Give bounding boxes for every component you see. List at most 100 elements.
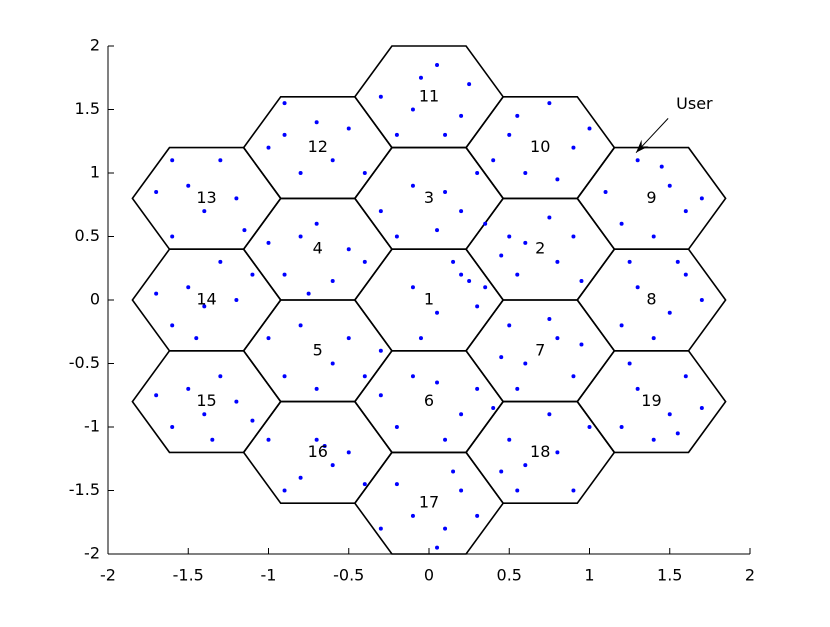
user-point <box>507 437 512 442</box>
user-point <box>378 209 383 214</box>
user-point <box>202 304 207 309</box>
user-point <box>507 323 512 328</box>
user-point <box>515 386 520 391</box>
user-point <box>410 374 415 379</box>
user-point <box>571 488 576 493</box>
user-point <box>410 183 415 188</box>
x-tick-label: 2 <box>745 566 755 585</box>
user-point <box>443 437 448 442</box>
cell-label: 15 <box>196 391 216 410</box>
user-point <box>435 545 440 550</box>
user-point <box>186 285 191 290</box>
user-point <box>378 526 383 531</box>
user-point <box>282 488 287 493</box>
cell-label: 1 <box>424 290 434 309</box>
user-point <box>218 374 223 379</box>
user-point <box>523 240 528 245</box>
cell-label: 10 <box>530 137 550 156</box>
user-point <box>330 278 335 283</box>
user-point <box>170 323 175 328</box>
user-point <box>282 374 287 379</box>
user-point <box>667 183 672 188</box>
user-point <box>346 450 351 455</box>
user-point <box>459 272 464 277</box>
user-point <box>443 526 448 531</box>
user-point <box>491 405 496 410</box>
user-point <box>635 158 640 163</box>
cell-label: 13 <box>196 188 216 207</box>
user-point <box>635 285 640 290</box>
user-point <box>619 323 624 328</box>
user-point <box>410 107 415 112</box>
x-tick-label: 0 <box>424 566 434 585</box>
user-point <box>667 310 672 315</box>
user-point <box>459 209 464 214</box>
user-point <box>683 209 688 214</box>
user-point <box>378 94 383 99</box>
y-tick-label: 1 <box>90 163 100 182</box>
user-point <box>394 425 399 429</box>
user-point <box>170 425 175 429</box>
arrow-head <box>636 139 649 153</box>
user-point <box>346 336 351 341</box>
user-point <box>314 120 319 125</box>
cell-label: 8 <box>646 290 656 309</box>
user-point <box>467 82 472 87</box>
user-point <box>627 259 632 264</box>
user-point <box>210 437 215 442</box>
cell-label: 16 <box>308 442 328 461</box>
user-point <box>362 374 367 379</box>
user-point <box>250 418 255 423</box>
y-tick-label: 0.5 <box>75 226 100 245</box>
user-point <box>507 234 512 239</box>
user-point <box>346 247 351 252</box>
user-point <box>507 132 512 137</box>
y-tick-label: -0.5 <box>69 353 100 372</box>
user-point <box>499 253 504 258</box>
user-point <box>186 183 191 188</box>
user-point <box>499 469 504 474</box>
user-point <box>515 272 520 277</box>
user-point <box>330 463 335 468</box>
x-tick-label: 1.5 <box>657 566 682 585</box>
user-point <box>571 374 576 379</box>
user-point <box>587 425 592 429</box>
user-point <box>699 196 704 201</box>
user-point <box>459 488 464 493</box>
user-point <box>523 463 528 468</box>
user-point <box>467 278 472 283</box>
x-tick-label: 0.5 <box>497 566 522 585</box>
cell-label: 9 <box>646 188 656 207</box>
user-point <box>410 285 415 290</box>
user-point <box>435 63 440 68</box>
user-point <box>699 405 704 410</box>
user-point <box>154 291 159 296</box>
user-point <box>218 158 223 163</box>
user-point <box>418 75 423 80</box>
user-point <box>418 336 423 341</box>
user-point <box>282 101 287 106</box>
user-point <box>186 386 191 391</box>
cell-label: 18 <box>530 442 550 461</box>
user-point <box>459 412 464 417</box>
user-point <box>266 240 271 245</box>
cell-label: 19 <box>641 391 661 410</box>
user-point <box>282 132 287 137</box>
y-tick-label: 2 <box>90 36 100 55</box>
user-point <box>378 348 383 353</box>
y-tick-label: -1 <box>84 417 100 436</box>
user-point <box>555 177 560 182</box>
user-point <box>330 361 335 366</box>
user-point <box>627 361 632 366</box>
user-point <box>547 101 552 106</box>
user-point <box>202 209 207 214</box>
user-point <box>483 221 488 226</box>
user-point <box>435 380 440 385</box>
cell-label: 17 <box>419 493 439 512</box>
user-point <box>234 298 239 302</box>
user-point <box>699 298 704 302</box>
user-point <box>451 259 456 264</box>
user-point <box>451 469 456 474</box>
user-point <box>555 259 560 264</box>
user-point <box>571 145 576 150</box>
